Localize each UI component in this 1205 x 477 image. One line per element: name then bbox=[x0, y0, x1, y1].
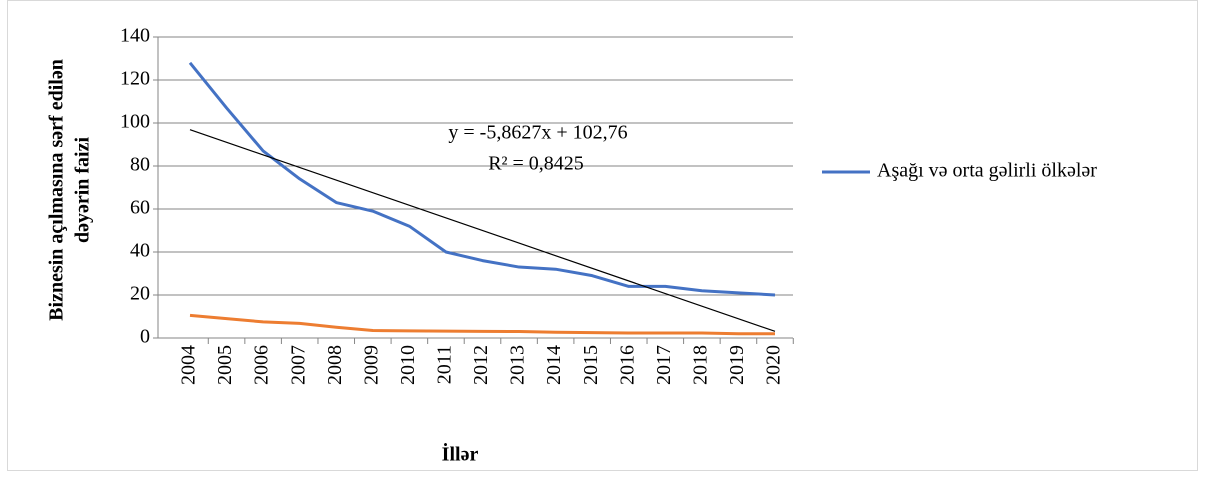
y-tick-label: 60 bbox=[130, 197, 150, 219]
y-axis-label: dəyərin faizi bbox=[72, 137, 94, 244]
x-tick-label: 2005 bbox=[214, 345, 236, 385]
x-tick-label: 2009 bbox=[360, 345, 382, 385]
y-tick-label: 20 bbox=[130, 283, 150, 305]
trendline-r2: R² = 0,8425 bbox=[488, 153, 584, 175]
x-tick-label: 2007 bbox=[287, 345, 309, 385]
series-line bbox=[188, 61, 776, 297]
y-tick-label: 0 bbox=[140, 326, 150, 348]
y-tick-label: 40 bbox=[130, 240, 150, 262]
x-tick-label: 2011 bbox=[434, 345, 456, 384]
series-line bbox=[189, 313, 775, 336]
x-tick-label: 2010 bbox=[397, 345, 419, 385]
x-tick-label: 2014 bbox=[543, 345, 565, 385]
x-tick-label: 2016 bbox=[616, 345, 638, 385]
x-axis-label: İllər bbox=[442, 442, 479, 466]
y-tick-label: 120 bbox=[120, 68, 150, 90]
x-tick-label: 2018 bbox=[689, 345, 711, 385]
legend-label: Aşağı və orta gəlirli ölkələr bbox=[877, 160, 1097, 182]
chart-frame bbox=[7, 0, 1198, 471]
x-tick-label: 2008 bbox=[324, 345, 346, 385]
y-axis-label: Biznesin açılmasına sərf edilən bbox=[46, 59, 68, 321]
x-tick-label: 2019 bbox=[726, 345, 748, 385]
x-tick-label: 2004 bbox=[178, 345, 200, 385]
x-tick-label: 2012 bbox=[470, 345, 492, 385]
trendline-equation: y = -5,8627x + 102,76 bbox=[448, 122, 627, 144]
x-tick-label: 2015 bbox=[580, 345, 602, 385]
trendline bbox=[189, 129, 776, 332]
x-tick-label: 2020 bbox=[763, 345, 785, 385]
x-tick-label: 2017 bbox=[653, 345, 675, 385]
y-tick-label: 140 bbox=[120, 25, 150, 47]
y-tick-label: 80 bbox=[130, 154, 150, 176]
y-tick-label: 100 bbox=[120, 111, 150, 133]
x-tick-label: 2006 bbox=[251, 345, 273, 385]
x-tick-label: 2013 bbox=[507, 345, 529, 385]
